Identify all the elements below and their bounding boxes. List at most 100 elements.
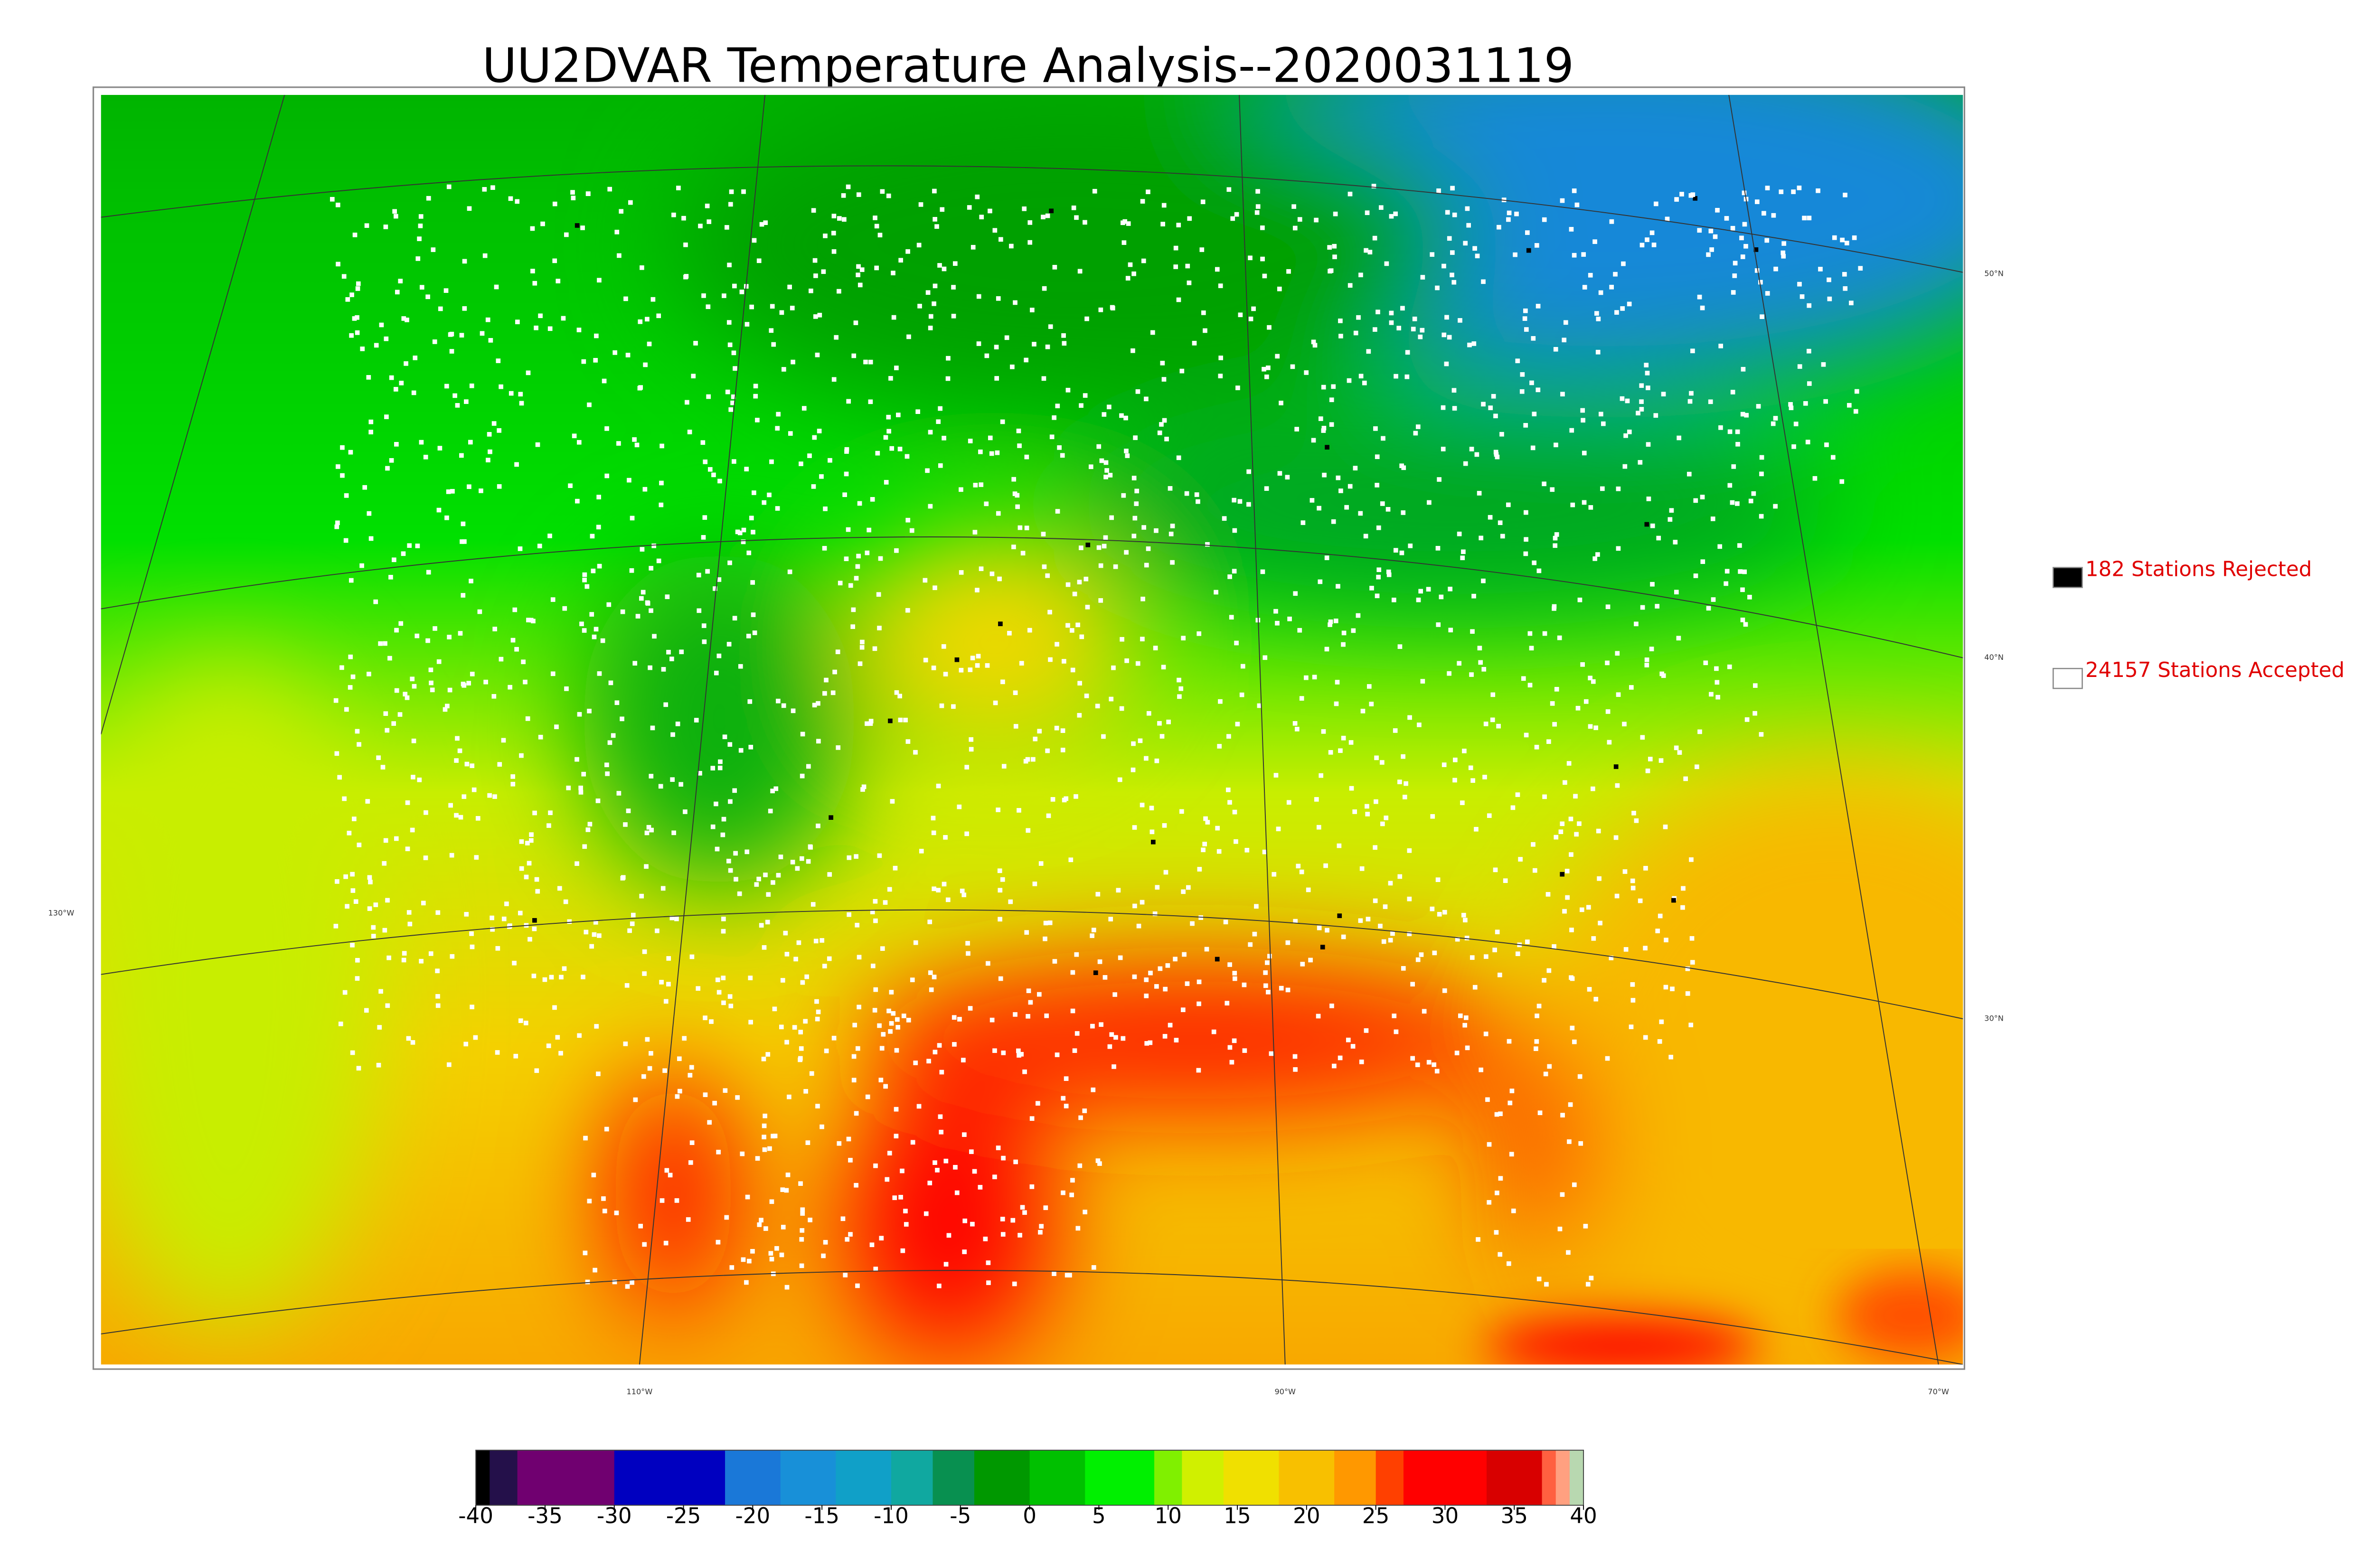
station-dot [355,729,360,734]
station-dot [1572,253,1577,258]
station-dot [514,647,519,652]
station-dot [664,1168,669,1173]
station-dot [1376,525,1381,530]
station-dot [1285,475,1290,480]
station-dot [1807,381,1812,386]
station-dot [1332,244,1337,249]
station-dot [1747,595,1752,600]
station-dot [1481,279,1486,284]
station-dot [594,627,599,632]
station-dot [1242,982,1247,987]
station-dot [1397,644,1403,649]
station-dot [379,322,384,328]
station-dot [800,773,805,779]
hot-region [857,964,1530,1117]
station-dot [984,353,989,358]
station-dot [1266,990,1271,995]
station-dot [1742,190,1747,196]
station-dot [644,864,649,869]
station-dot [1331,384,1336,389]
station-dot [827,872,832,877]
station-dot [732,616,737,621]
cool-region [1071,397,1836,612]
station-dot [1605,709,1611,714]
station-dot [1485,1097,1490,1102]
station-dot [1170,524,1175,528]
station-dot [1215,957,1220,962]
station-dot [1426,1060,1432,1065]
station-dot [1011,477,1017,482]
station-dot [928,430,933,435]
station-dot [1130,767,1136,772]
station-dot [1542,794,1547,799]
station-dot [941,644,946,649]
station-dot [1605,604,1611,610]
station-dot [352,233,358,237]
station-dot [842,217,847,222]
station-dot [807,453,812,458]
station-dot [1462,1023,1467,1028]
station-dot [1418,589,1423,594]
station-dot [1273,773,1279,778]
station-dot [397,712,403,717]
station-dot [726,858,731,864]
station-dot [485,317,490,322]
station-dot [519,839,524,844]
station-dot [586,191,591,197]
station-dot [1026,828,1031,833]
station-dot [1039,1224,1044,1229]
station-dot [497,762,502,767]
station-dot [791,708,796,714]
meridian [1239,94,1286,1365]
station-dot [1155,885,1160,890]
station-dot [1285,940,1291,945]
station-dot [1067,1273,1072,1278]
station-dot [859,267,865,272]
station-dot [962,1249,967,1254]
station-dot [816,701,820,706]
station-dot [1141,258,1146,263]
station-dot [880,189,885,194]
station-dot [1668,1054,1674,1060]
station-dot [835,649,840,654]
station-dot [531,619,536,624]
station-dot [855,564,860,569]
station-dot [1070,970,1075,975]
station-dot [1574,832,1579,837]
station-dot [1347,484,1353,489]
station-dot [1019,1052,1024,1057]
station-dot [972,1169,977,1174]
station-dot [405,800,410,805]
station-dot [759,222,764,227]
station-dot [1329,422,1334,427]
station-dot [1816,188,1820,193]
station-dot [475,816,480,821]
station-dot [1359,1060,1364,1064]
station-dot [1472,985,1478,990]
station-dot [1131,271,1136,276]
station-dot [1412,316,1417,321]
station-dot [1640,735,1645,740]
station-dot [538,734,543,740]
station-dot [338,1021,343,1026]
station-dot [1708,399,1713,404]
station-dot [1650,582,1655,587]
station-dot [1041,532,1046,536]
station-dot [765,920,770,925]
station-dot [1645,237,1649,242]
station-dot [1620,396,1625,401]
station-dot [1047,920,1053,925]
station-dot [1781,254,1786,259]
station-dot [1263,983,1268,988]
station-dot [1251,306,1256,311]
station-dot [992,1174,997,1179]
station-dot [1520,372,1525,377]
station-dot [723,1088,728,1093]
station-dot [1471,593,1476,599]
station-dot [1134,501,1139,506]
station-dot [1591,786,1595,791]
station-dot [1564,869,1570,873]
station-dot [580,225,585,230]
station-dot [965,941,970,946]
station-dot [1333,211,1338,216]
